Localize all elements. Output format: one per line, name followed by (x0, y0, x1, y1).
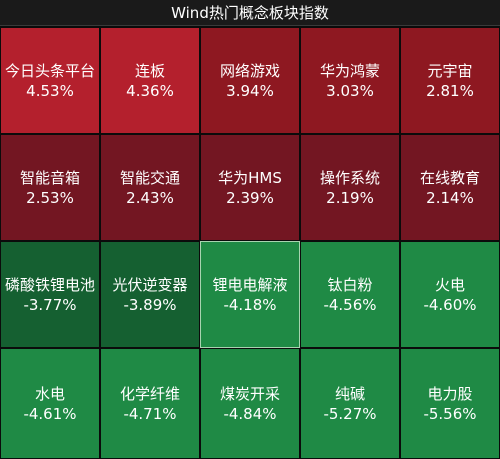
sector-change: -4.84% (223, 404, 277, 423)
sector-tile[interactable]: 钛白粉 -4.56% (300, 241, 400, 348)
sector-tile[interactable]: 今日头条平台 4.53% (0, 27, 100, 134)
sector-name: 连板 (134, 61, 165, 80)
sector-tile[interactable]: 连板 4.36% (100, 27, 200, 134)
sector-name: 纯碱 (334, 384, 365, 403)
sector-name: 电力股 (427, 384, 473, 403)
sector-change: -4.56% (323, 295, 377, 314)
sector-change: -5.27% (323, 404, 377, 423)
sector-tile[interactable]: 网络游戏 3.94% (200, 27, 300, 134)
sector-tile[interactable]: 纯碱 -5.27% (300, 348, 400, 459)
sector-change: 2.14% (426, 188, 474, 207)
sector-change: -4.61% (23, 404, 77, 423)
sector-tile[interactable]: 智能音箱 2.53% (0, 134, 100, 241)
sector-tile[interactable]: 电力股 -5.56% (400, 348, 500, 459)
sector-name: 煤炭开采 (219, 384, 280, 403)
sector-tile[interactable]: 磷酸铁锂电池 -3.77% (0, 241, 100, 348)
sector-name: 火电 (434, 275, 465, 294)
sector-change: -4.71% (123, 404, 177, 423)
sector-tile[interactable]: 水电 -4.61% (0, 348, 100, 459)
sector-name: 操作系统 (319, 168, 380, 187)
sector-change: -3.77% (23, 295, 77, 314)
sector-tile[interactable]: 光伏逆变器 -3.89% (100, 241, 200, 348)
sector-name: 化学纤维 (119, 384, 180, 403)
sector-change: 2.81% (426, 81, 474, 100)
sector-name: 磷酸铁锂电池 (4, 275, 95, 294)
sector-name: 锂电电解液 (212, 275, 288, 294)
sector-change: 2.43% (126, 188, 174, 207)
sector-name: 网络游戏 (219, 61, 280, 80)
sector-tile[interactable]: 元宇宙 2.81% (400, 27, 500, 134)
sector-change: 3.03% (326, 81, 374, 100)
sector-change: 3.94% (226, 81, 274, 100)
sector-change: 2.39% (226, 188, 274, 207)
sector-name: 华为HMS (218, 168, 282, 187)
sector-change: -4.18% (223, 295, 277, 314)
sector-name: 今日头条平台 (4, 61, 95, 80)
sector-change: 4.53% (26, 81, 74, 100)
sector-name: 智能音箱 (19, 168, 80, 187)
sector-tile[interactable]: 化学纤维 -4.71% (100, 348, 200, 459)
sector-name: 钛白粉 (327, 275, 373, 294)
sector-change: 2.19% (326, 188, 374, 207)
concept-sector-grid: 今日头条平台 4.53% 连板 4.36% 网络游戏 3.94% 华为鸿蒙 3.03% 元宇宙 2… (0, 27, 500, 459)
sector-tile[interactable]: 智能交通 2.43% (100, 134, 200, 241)
sector-name: 元宇宙 (427, 61, 473, 80)
sector-change: -3.89% (123, 295, 177, 314)
sector-tile[interactable]: 华为鸿蒙 3.03% (300, 27, 400, 134)
sector-change: 2.53% (26, 188, 74, 207)
sector-tile[interactable]: 操作系统 2.19% (300, 134, 400, 241)
sector-name: 华为鸿蒙 (319, 61, 380, 80)
sector-change: -4.60% (423, 295, 477, 314)
sector-name: 光伏逆变器 (112, 275, 188, 294)
sector-tile[interactable]: 华为HMS 2.39% (200, 134, 300, 241)
sector-change: 4.36% (126, 81, 174, 100)
sector-change: -5.56% (423, 404, 477, 423)
sector-tile[interactable]: 火电 -4.60% (400, 241, 500, 348)
sector-tile[interactable]: 锂电电解液 -4.18% (200, 241, 300, 348)
sector-name: 智能交通 (119, 168, 180, 187)
sector-tile[interactable]: 煤炭开采 -4.84% (200, 348, 300, 459)
panel-title: Wind热门概念板块指数 (0, 0, 500, 26)
sector-tile[interactable]: 在线教育 2.14% (400, 134, 500, 241)
sector-name: 水电 (34, 384, 65, 403)
sector-name: 在线教育 (419, 168, 480, 187)
